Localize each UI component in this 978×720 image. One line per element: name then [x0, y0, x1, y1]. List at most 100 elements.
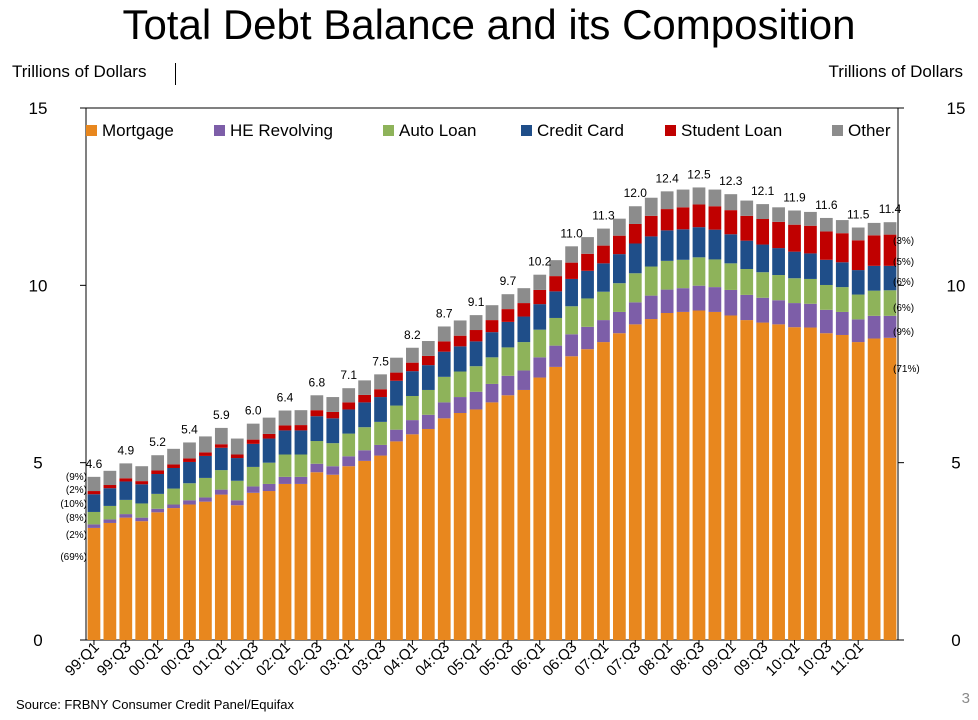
bar-credit-card	[804, 253, 817, 279]
bar-other	[453, 320, 467, 336]
bar-student-loan	[565, 262, 578, 279]
total-label: 12.0	[624, 186, 648, 200]
bar-mortgage	[613, 333, 626, 640]
bar-student-loan	[246, 439, 260, 444]
y-tick-label-right: 10	[947, 276, 966, 295]
bar-credit-card	[199, 455, 212, 478]
bar-auto-loan	[772, 275, 785, 301]
share-label-first-bar: (8%)	[66, 513, 87, 524]
bar-auto-loan	[135, 503, 149, 518]
bar-mortgage	[788, 327, 801, 640]
bar-credit-card	[851, 270, 865, 295]
legend-label: Other	[848, 121, 891, 140]
bar-auto-loan	[199, 477, 212, 498]
bar-auto-loan	[390, 405, 403, 430]
legend-swatch-other	[832, 125, 843, 136]
bar-other	[851, 227, 865, 241]
bar-other	[135, 466, 149, 482]
bar-student-loan	[581, 253, 594, 271]
bar-other	[278, 410, 292, 426]
bar-he-revolving	[804, 303, 817, 328]
bar-mortgage	[851, 342, 865, 640]
bar-other	[342, 388, 356, 403]
bar-mortgage	[867, 338, 881, 640]
bar-student-loan	[310, 410, 324, 417]
bar-auto-loan	[819, 284, 833, 310]
bar-auto-loan	[485, 357, 499, 384]
x-tick-label: 04:Q1	[380, 639, 421, 680]
bar-auto-loan	[549, 317, 563, 346]
x-tick-label: 07:Q3	[603, 639, 644, 680]
bar-credit-card	[87, 494, 101, 512]
bar-mortgage	[756, 322, 770, 640]
bar-auto-loan	[581, 298, 594, 327]
bar-auto-loan	[214, 470, 228, 490]
x-tick-label: 05:Q3	[476, 639, 517, 680]
bar-other	[565, 246, 578, 263]
bar-auto-loan	[453, 371, 467, 398]
share-label-last-bar: (6%)	[893, 303, 914, 314]
bar-other	[469, 315, 483, 331]
x-tick-label: 07:Q1	[571, 639, 612, 680]
bar-other	[597, 228, 610, 246]
bar-auto-loan	[692, 257, 706, 286]
bar-auto-loan	[867, 290, 881, 316]
bar-auto-loan	[756, 272, 770, 298]
x-tick-label: 08:Q1	[635, 639, 676, 680]
legend-label: HE Revolving	[230, 121, 333, 140]
bar-other	[421, 341, 435, 356]
bar-mortgage	[167, 508, 180, 640]
bar-student-loan	[485, 320, 499, 333]
bar-credit-card	[692, 227, 706, 258]
y-tick-label-left: 0	[33, 631, 42, 650]
bar-he-revolving	[581, 326, 594, 350]
bar-credit-card	[772, 248, 785, 276]
bar-student-loan	[135, 481, 149, 485]
bar-mortgage	[326, 474, 340, 640]
bar-credit-card	[835, 262, 849, 288]
bar-he-revolving	[406, 420, 419, 435]
bar-credit-card	[549, 291, 563, 318]
bar-he-revolving	[437, 402, 451, 419]
bar-mortgage	[262, 491, 276, 640]
bar-student-loan	[756, 219, 770, 245]
bar-he-revolving	[819, 309, 833, 334]
x-tick-label: 06:Q1	[508, 639, 549, 680]
bar-student-loan	[549, 276, 563, 292]
total-label: 5.2	[149, 435, 166, 449]
bar-he-revolving	[151, 508, 165, 513]
bar-he-revolving	[501, 375, 515, 396]
total-label: 9.1	[468, 295, 485, 309]
legend-swatch-mortgage	[86, 125, 97, 136]
bar-other	[581, 237, 594, 254]
bar-auto-loan	[374, 421, 387, 445]
share-label-first-bar: (9%)	[66, 472, 87, 483]
bar-he-revolving	[644, 295, 658, 320]
bar-student-loan	[851, 240, 865, 271]
bar-mortgage	[214, 494, 228, 640]
bar-mortgage	[565, 356, 578, 640]
bar-credit-card	[485, 332, 499, 358]
bar-student-loan	[199, 452, 212, 456]
bar-credit-card	[708, 229, 722, 260]
bar-credit-card	[119, 481, 133, 500]
bar-mortgage	[804, 327, 817, 640]
y-tick-label-right: 0	[951, 631, 960, 650]
bar-auto-loan	[469, 366, 483, 392]
bar-other	[692, 187, 706, 205]
bar-auto-loan	[151, 493, 165, 509]
bar-he-revolving	[740, 294, 754, 321]
bar-student-loan	[87, 491, 101, 495]
bar-mortgage	[692, 310, 706, 640]
bar-auto-loan	[278, 454, 292, 477]
right-axis-unit-label: Trillions of Dollars	[828, 62, 963, 81]
bar-he-revolving	[851, 319, 865, 343]
bar-student-loan	[374, 389, 387, 398]
bar-mortgage	[676, 311, 690, 640]
bar-student-loan	[406, 362, 419, 372]
bar-credit-card	[326, 418, 340, 444]
bar-mortgage	[374, 455, 387, 640]
bar-auto-loan	[342, 433, 356, 457]
bar-he-revolving	[421, 414, 435, 429]
bar-he-revolving	[390, 429, 403, 442]
